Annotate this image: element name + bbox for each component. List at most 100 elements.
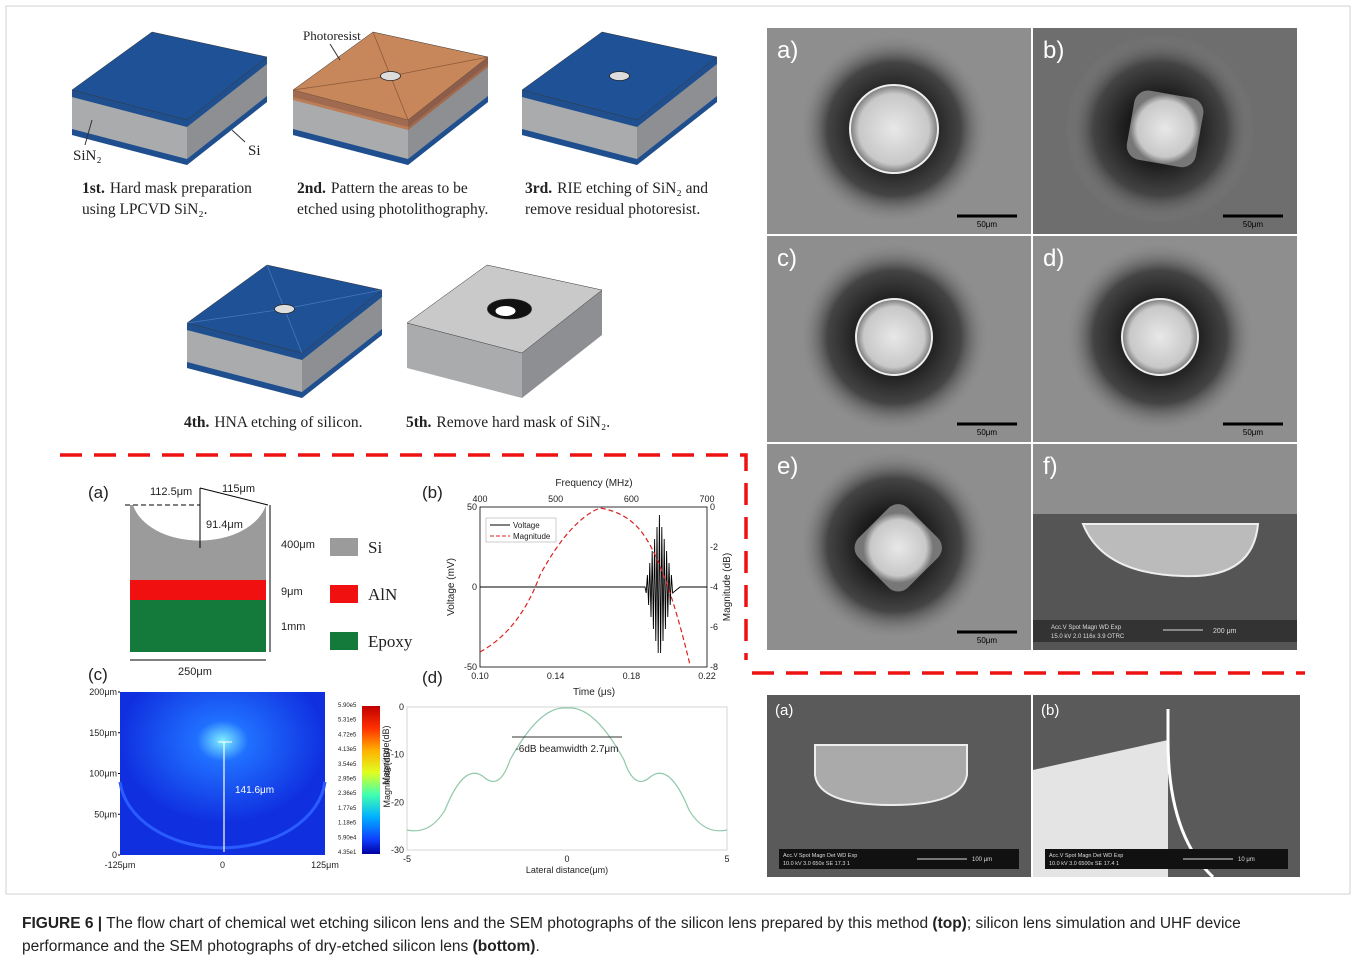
y2-tick-label: -2 bbox=[710, 542, 718, 552]
dim-label: 250μm bbox=[178, 666, 212, 678]
epoxy-layer bbox=[130, 600, 266, 652]
scale-label: 50μm bbox=[977, 636, 998, 645]
step-number: 4th. bbox=[184, 414, 210, 431]
x-tick-label: 0.14 bbox=[547, 671, 565, 681]
x-tick-label: 0.10 bbox=[471, 671, 489, 681]
step-caption: etched using photolithography. bbox=[297, 201, 488, 218]
figure-label: FIGURE 6 | bbox=[22, 915, 102, 932]
panel-label: c) bbox=[777, 245, 797, 272]
colorbar-label: 5.31e5 bbox=[338, 718, 357, 724]
panel-label: (b) bbox=[1041, 702, 1059, 719]
legend-label: Epoxy bbox=[368, 632, 413, 651]
x-tick-label: 0.18 bbox=[623, 671, 641, 681]
legend-label: Si bbox=[368, 538, 382, 557]
dim-label: 91.4μm bbox=[206, 519, 243, 531]
sin2-label: SiN₂ bbox=[73, 148, 102, 164]
y-tick-label: 100μm bbox=[89, 769, 117, 779]
panel-label: e) bbox=[777, 453, 798, 480]
step-caption: 1st.Hard mask preparation bbox=[82, 180, 252, 197]
step-text: using LPCVD SiN₂. bbox=[82, 201, 208, 218]
step-text: Pattern the areas to be bbox=[331, 180, 468, 197]
annotation: -6dB beamwidth 2.7μm bbox=[515, 744, 618, 755]
step-number: 2nd. bbox=[297, 180, 326, 197]
panel-label: (d) bbox=[422, 668, 443, 687]
legend-label: Voltage bbox=[513, 521, 540, 530]
panel-label: (c) bbox=[88, 665, 108, 684]
heatmap bbox=[120, 692, 325, 855]
info-text: 10.0 kV 3.0 650x SE 17.3 1 bbox=[783, 861, 850, 867]
legend-swatch bbox=[330, 538, 358, 556]
scale-label: 100 μm bbox=[972, 857, 992, 863]
caption-bold: (top) bbox=[932, 915, 966, 932]
scale-label: 10 μm bbox=[1238, 857, 1255, 863]
y-tick-label: 200μm bbox=[89, 687, 117, 697]
y2-tick-label: -4 bbox=[710, 582, 718, 592]
step-text: HNA etching of silicon. bbox=[214, 414, 362, 431]
sem-core bbox=[1122, 299, 1198, 375]
info-text: 15.0 kV 2.0 116x 3.9 OTRC bbox=[1051, 634, 1125, 640]
legend-label: Magnitude bbox=[513, 532, 551, 541]
y-tick-label: 0 bbox=[112, 850, 117, 860]
panel-label: (a) bbox=[775, 702, 793, 719]
step-caption: 2nd. Pattern the areas to be bbox=[297, 180, 468, 197]
info-text: Acc.V Spot Magn WD Exp bbox=[1051, 625, 1122, 631]
y2-tick-label: 0 bbox=[710, 502, 715, 512]
axis-title: Magnitude(dB) bbox=[382, 748, 392, 807]
y2-tick-label: -8 bbox=[710, 662, 718, 672]
x-tick-label: 5 bbox=[724, 854, 729, 864]
axis-title: Voltage (mV) bbox=[446, 558, 457, 616]
dim-label: 9μm bbox=[281, 586, 303, 598]
legend-swatch bbox=[330, 585, 358, 603]
caption: FIGURE 6 | The flow chart of chemical we… bbox=[22, 912, 1322, 958]
panel-label: (a) bbox=[88, 483, 109, 502]
caption-bold: (bottom) bbox=[473, 938, 536, 955]
y-tick-label: -20 bbox=[391, 797, 404, 807]
x-tick-label: 0.22 bbox=[698, 671, 716, 681]
x-tick-label: -5 bbox=[403, 854, 411, 864]
colorbar-label: 5.90e4 bbox=[338, 835, 357, 841]
scale-label: 200 μm bbox=[1213, 628, 1237, 635]
info-text: Acc.V Spot Magn Det WD Exp bbox=[783, 853, 857, 859]
colorbar-label: 4.13e5 bbox=[338, 747, 357, 753]
caption-text: The flow chart of chemical wet etching s… bbox=[102, 915, 932, 932]
step-number: 1st. bbox=[82, 180, 105, 197]
panel-label: f) bbox=[1043, 453, 1058, 480]
y-tick-label: 50μm bbox=[94, 809, 117, 819]
sem-core bbox=[850, 85, 938, 173]
panel-label: d) bbox=[1043, 245, 1064, 272]
y-tick-label: 50 bbox=[467, 502, 477, 512]
x-tick-label: 0 bbox=[220, 860, 225, 870]
colorbar-label: 2.95e5 bbox=[338, 777, 357, 783]
y-tick-label: -10 bbox=[391, 750, 404, 760]
y-tick-label: 0 bbox=[472, 582, 477, 592]
beam-curve bbox=[407, 708, 727, 831]
hole bbox=[610, 72, 630, 81]
page: PhotoresistSiN₂Si1st.Hard mask preparati… bbox=[0, 0, 1356, 968]
axis-title: Time (μs) bbox=[573, 687, 615, 698]
step-caption: 4th.HNA etching of silicon. bbox=[184, 414, 363, 431]
sem-core bbox=[856, 299, 932, 375]
dim-label: 112.5μm bbox=[150, 486, 192, 498]
caption-text: . bbox=[535, 938, 539, 955]
aln-layer bbox=[130, 580, 266, 600]
axis-title: Magnitude (dB) bbox=[722, 553, 733, 621]
panel-label: b) bbox=[1043, 37, 1064, 64]
pointer bbox=[232, 130, 245, 142]
colorbar-label: 4.35e1 bbox=[338, 850, 357, 856]
y-tick-label: -30 bbox=[391, 845, 404, 855]
step-text: RIE etching of SiN₂ and bbox=[557, 180, 708, 197]
colorbar bbox=[362, 706, 380, 854]
step-number: 3rd. bbox=[525, 180, 552, 197]
colorbar-label: 2.36e5 bbox=[338, 791, 357, 797]
panel-label: a) bbox=[777, 37, 798, 64]
dim-label: 1mm bbox=[281, 621, 305, 633]
step-caption: 3rd. RIE etching of SiN₂ and bbox=[525, 180, 708, 197]
x-tick-label: -125μm bbox=[105, 860, 136, 870]
hole bbox=[275, 305, 295, 314]
sem-lens bbox=[815, 745, 967, 805]
x-tick-label: 0 bbox=[564, 854, 569, 864]
hole-shine bbox=[496, 306, 516, 316]
x-tick-label: 125μm bbox=[311, 860, 339, 870]
info-text: Acc.V Spot Magn Det WD Exp bbox=[1049, 853, 1123, 859]
